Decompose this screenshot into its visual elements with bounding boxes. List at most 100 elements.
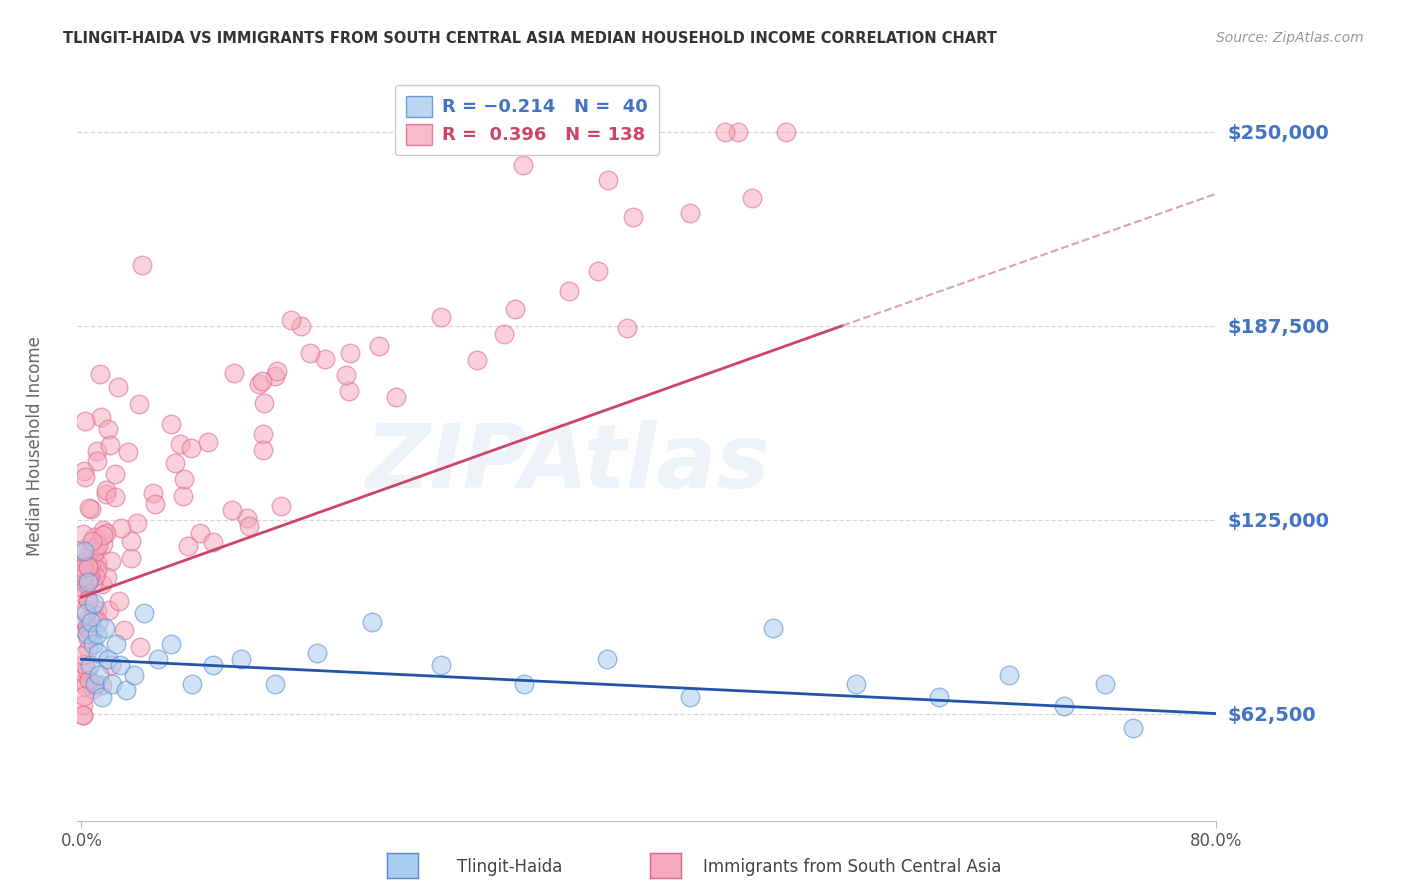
Point xyxy=(679,690,702,704)
Point xyxy=(163,456,186,470)
Point xyxy=(73,469,96,483)
Point xyxy=(77,572,100,586)
Point xyxy=(83,569,105,583)
Point xyxy=(1122,721,1144,735)
Point xyxy=(290,318,312,333)
Point xyxy=(91,537,114,551)
Point xyxy=(80,559,103,574)
Point xyxy=(98,438,121,452)
Point xyxy=(80,615,103,629)
Point xyxy=(80,626,103,640)
Point xyxy=(75,555,97,569)
Point xyxy=(86,538,108,552)
Point xyxy=(727,125,749,139)
Point xyxy=(91,690,114,704)
Point xyxy=(741,191,763,205)
Point xyxy=(105,637,128,651)
Point xyxy=(143,497,166,511)
Text: ZIPAtlas: ZIPAtlas xyxy=(364,419,769,507)
Point xyxy=(101,677,124,691)
Point xyxy=(73,603,96,617)
Point xyxy=(236,511,259,525)
Point xyxy=(86,556,108,570)
Point xyxy=(86,454,108,468)
Point xyxy=(91,528,114,542)
Point xyxy=(72,570,94,584)
Point xyxy=(86,627,108,641)
Point xyxy=(142,486,165,500)
Point xyxy=(107,380,129,394)
Point xyxy=(1053,698,1076,713)
Point xyxy=(197,434,219,449)
Point xyxy=(100,554,122,568)
Point xyxy=(93,523,115,537)
Point xyxy=(252,427,274,442)
Point xyxy=(75,679,97,693)
Point xyxy=(86,603,108,617)
Point xyxy=(83,596,105,610)
Point xyxy=(82,575,104,590)
Point xyxy=(87,646,110,660)
Point xyxy=(201,658,224,673)
Point xyxy=(76,554,98,568)
Point xyxy=(77,560,100,574)
Point xyxy=(100,657,122,672)
Point xyxy=(73,546,96,560)
Point xyxy=(73,464,96,478)
Point xyxy=(1094,677,1116,691)
Point xyxy=(94,526,117,541)
Point xyxy=(238,518,260,533)
Point xyxy=(73,674,96,689)
Point xyxy=(83,530,105,544)
Point xyxy=(314,351,336,366)
Point xyxy=(97,652,120,666)
Point xyxy=(122,667,145,681)
Point xyxy=(77,623,100,637)
Point xyxy=(83,607,105,621)
Point xyxy=(127,516,149,531)
Point xyxy=(221,503,243,517)
Point xyxy=(77,558,100,573)
Point xyxy=(76,591,98,606)
Point xyxy=(616,321,638,335)
Point xyxy=(72,698,94,712)
Point xyxy=(72,708,94,723)
Point xyxy=(997,667,1019,681)
Point xyxy=(928,690,950,704)
Point xyxy=(76,642,98,657)
Point xyxy=(513,677,536,691)
Point xyxy=(621,210,644,224)
Point xyxy=(75,614,97,628)
Point xyxy=(169,437,191,451)
Point xyxy=(253,396,276,410)
Point xyxy=(86,443,108,458)
Point xyxy=(72,561,94,575)
Point xyxy=(465,352,488,367)
Point xyxy=(128,397,150,411)
Point xyxy=(72,648,94,663)
Point xyxy=(75,414,97,428)
Point xyxy=(229,652,252,666)
Point xyxy=(503,301,526,316)
Point xyxy=(83,545,105,559)
Point xyxy=(224,366,246,380)
Point xyxy=(76,632,98,646)
Text: Immigrants from South Central Asia: Immigrants from South Central Asia xyxy=(703,858,1001,876)
Point xyxy=(73,588,96,602)
Point xyxy=(335,368,357,383)
Point xyxy=(337,384,360,399)
Point xyxy=(90,576,112,591)
Point xyxy=(90,678,112,692)
Point xyxy=(94,483,117,497)
Point xyxy=(361,615,384,629)
Point xyxy=(72,581,94,595)
Point xyxy=(73,657,96,671)
Point xyxy=(845,677,868,691)
Point xyxy=(558,284,581,298)
Point xyxy=(110,521,132,535)
Point xyxy=(87,615,110,630)
Text: Median Household Income: Median Household Income xyxy=(27,336,44,556)
Point xyxy=(76,620,98,634)
Point xyxy=(77,501,100,516)
Point xyxy=(132,606,155,620)
